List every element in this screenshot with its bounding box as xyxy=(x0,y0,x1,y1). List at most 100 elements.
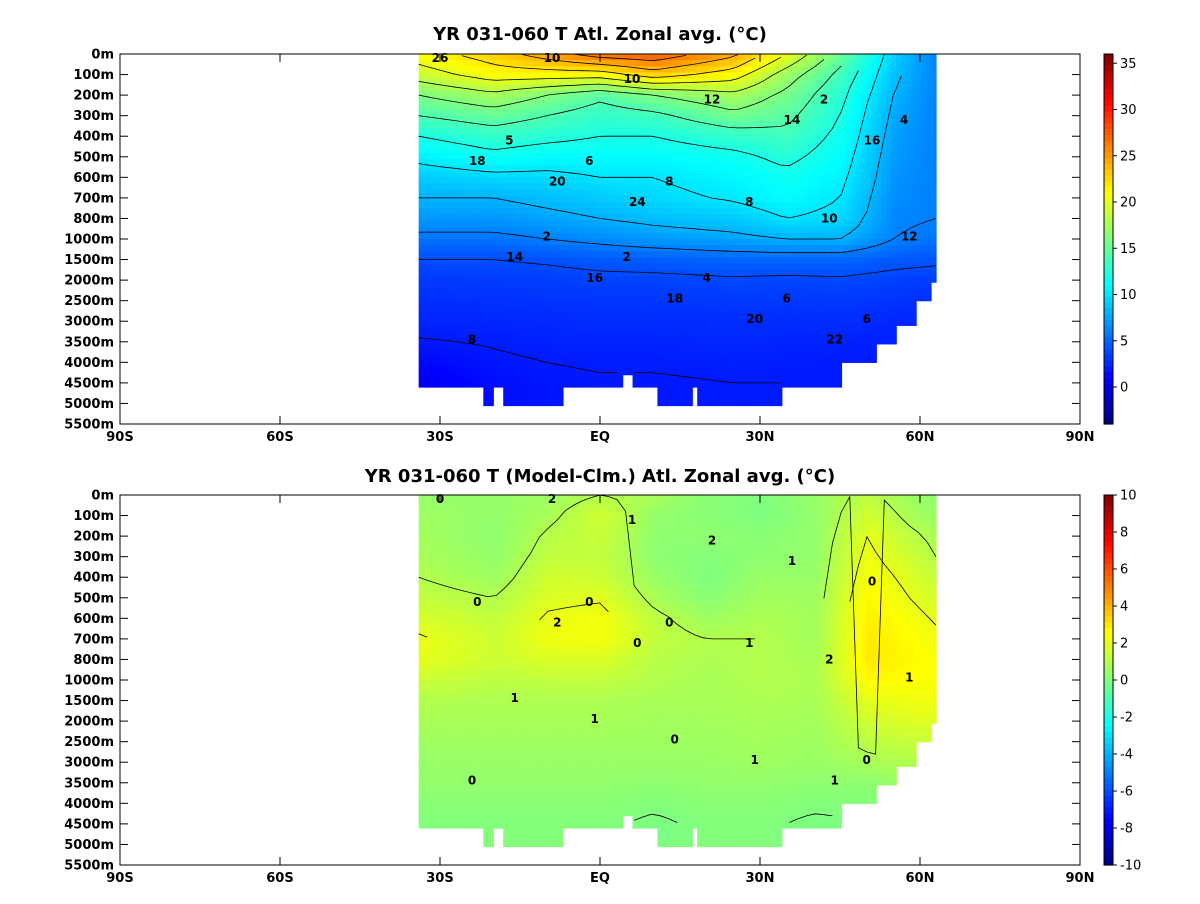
field-cell xyxy=(821,189,828,197)
field-cell xyxy=(463,115,470,123)
field-cell xyxy=(717,152,723,160)
field-cell xyxy=(632,189,639,197)
field-cell xyxy=(557,362,564,370)
field-cell xyxy=(503,177,509,185)
field-cell xyxy=(751,239,758,246)
field-cell xyxy=(577,294,584,302)
field-cell xyxy=(627,239,634,246)
field-cell xyxy=(856,146,862,154)
field-cell xyxy=(463,257,470,265)
field-cell xyxy=(468,84,474,92)
field-cell xyxy=(552,226,559,234)
field-cell xyxy=(562,66,569,74)
field-cell xyxy=(607,134,614,141)
field-cell xyxy=(503,350,509,357)
field-cell xyxy=(632,183,639,191)
field-cell xyxy=(602,239,609,246)
field-cell xyxy=(518,362,524,370)
field-cell xyxy=(682,325,688,333)
field-cell xyxy=(796,368,803,376)
field-cell xyxy=(667,337,673,345)
field-cell xyxy=(508,202,514,209)
field-cell xyxy=(766,214,773,222)
field-cell xyxy=(433,72,440,80)
field-cell xyxy=(766,294,773,302)
field-cell xyxy=(806,306,813,314)
field-cell xyxy=(687,239,693,246)
field-cell xyxy=(707,54,713,61)
field-cell xyxy=(732,128,738,135)
field-cell xyxy=(597,356,604,363)
field-cell xyxy=(543,158,549,166)
field-cell xyxy=(672,78,678,86)
field-cell xyxy=(761,208,768,215)
field-cell xyxy=(811,319,818,326)
field-cell xyxy=(582,245,589,252)
field-cell xyxy=(806,374,813,382)
field-cell xyxy=(737,165,743,172)
field-cell xyxy=(742,158,748,166)
field-cell xyxy=(612,380,619,388)
field-cell xyxy=(592,189,599,197)
field-cell xyxy=(488,158,494,166)
field-cell xyxy=(826,319,833,326)
field-cell xyxy=(677,152,683,160)
field-cell xyxy=(712,374,718,382)
field-cell xyxy=(766,325,773,333)
field-cell xyxy=(562,257,569,265)
field-cell xyxy=(692,232,698,240)
field-cell xyxy=(607,251,614,259)
field-cell xyxy=(826,140,833,148)
field-cell xyxy=(637,171,644,178)
field-cell xyxy=(677,91,683,98)
field-cell xyxy=(488,202,494,209)
field-cell xyxy=(647,60,654,67)
field-cell xyxy=(602,195,609,203)
field-cell xyxy=(717,239,723,246)
field-cell xyxy=(592,313,599,320)
field-cell xyxy=(602,374,609,382)
field-cell xyxy=(846,66,853,74)
field-cell xyxy=(607,183,614,191)
field-cell xyxy=(488,152,494,160)
field-cell xyxy=(791,183,798,191)
field-cell xyxy=(786,128,793,135)
field-cell xyxy=(737,350,743,357)
field-cell xyxy=(806,220,813,228)
field-cell xyxy=(806,165,813,172)
field-cell xyxy=(781,97,788,104)
field-cell xyxy=(776,313,783,320)
field-cell xyxy=(562,374,569,382)
field-cell xyxy=(592,128,599,135)
field-cell xyxy=(582,54,589,61)
field-cell xyxy=(692,177,698,185)
field-cell xyxy=(836,72,843,80)
field-cell xyxy=(557,165,564,172)
field-cell xyxy=(811,177,818,185)
field-cell xyxy=(846,189,853,197)
field-cell xyxy=(552,251,559,259)
field-cell xyxy=(443,276,450,283)
field-cell xyxy=(438,189,445,197)
field-cell xyxy=(786,294,793,302)
field-cell xyxy=(448,319,455,326)
field-cell xyxy=(791,251,798,259)
field-cell xyxy=(587,158,594,166)
field-cell xyxy=(866,331,872,339)
field-cell xyxy=(513,97,519,104)
field-cell xyxy=(776,251,783,259)
field-cell xyxy=(771,313,778,320)
field-cell xyxy=(836,171,843,178)
field-cell xyxy=(662,257,668,265)
field-cell xyxy=(816,226,823,234)
field-cell xyxy=(423,66,430,74)
field-cell xyxy=(647,146,654,154)
field-cell xyxy=(443,245,450,252)
field-cell xyxy=(503,165,509,172)
field-cell xyxy=(488,128,494,135)
field-cell xyxy=(423,294,430,302)
field-cell xyxy=(627,165,634,172)
field-cell xyxy=(771,269,778,277)
field-cell xyxy=(592,380,599,388)
field-cell xyxy=(478,54,484,61)
